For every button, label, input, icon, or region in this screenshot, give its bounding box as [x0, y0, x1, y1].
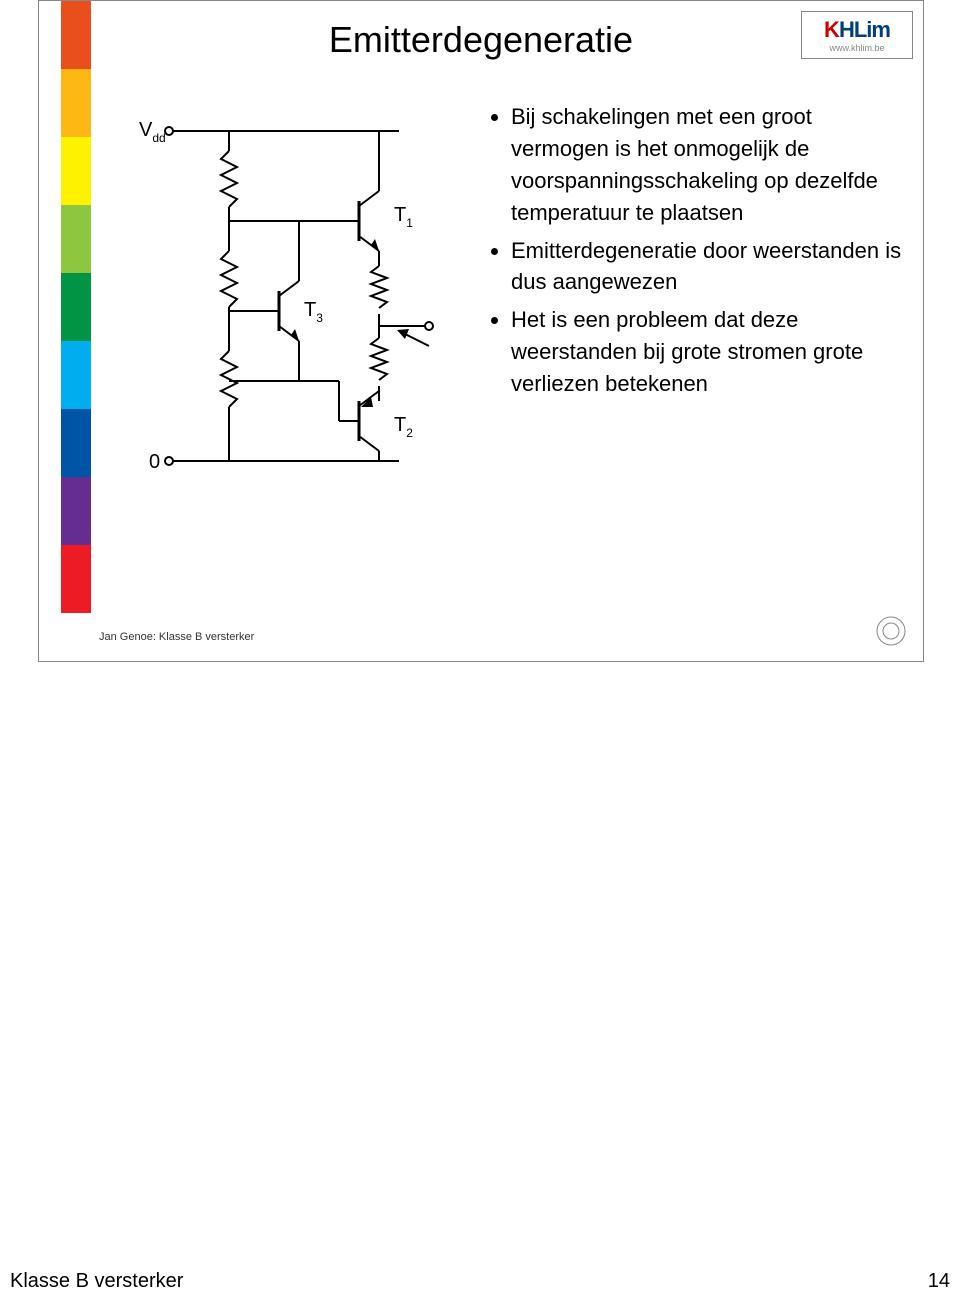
bullet-item: Het is een probleem dat deze weerstanden…	[511, 304, 909, 400]
logo: KHLim www.khlim.be	[801, 11, 913, 59]
page: Emitterdegeneratie KHLim www.khlim.be	[0, 0, 960, 1305]
rainbow-stripe	[61, 69, 91, 137]
slide-footer: Jan Genoe: Klasse B versterker	[99, 631, 254, 643]
association-logo-icon	[871, 611, 911, 651]
page-footer-left: Klasse B versterker	[10, 1270, 183, 1293]
rainbow-stripe	[61, 273, 91, 341]
svg-text:T3: T3	[304, 299, 323, 325]
rainbow-stripe	[61, 205, 91, 273]
rainbow-stripe	[61, 409, 91, 477]
svg-text:T2: T2	[394, 414, 413, 440]
bullet-item: Emitterdegeneratie door weerstanden is d…	[511, 235, 909, 299]
rainbow-stripe	[61, 545, 91, 613]
rainbow-stripe	[61, 341, 91, 409]
rainbow-stripe	[61, 137, 91, 205]
slide-title: Emitterdegeneratie	[39, 19, 923, 61]
svg-text:T1: T1	[394, 204, 413, 230]
logo-text: KHLim	[824, 17, 890, 43]
circuit-diagram: Vdd 0 T1 T2 T3	[119, 101, 459, 521]
svg-text:Vdd: Vdd	[139, 119, 166, 145]
logo-url: www.khlim.be	[829, 43, 884, 53]
rainbow-stripe	[61, 477, 91, 545]
bullet-list: Bij schakelingen met een groot vermogen …	[489, 101, 909, 406]
svg-text:0: 0	[149, 451, 160, 473]
bullet-item: Bij schakelingen met een groot vermogen …	[511, 101, 909, 229]
slide-frame: Emitterdegeneratie KHLim www.khlim.be	[38, 0, 924, 662]
page-footer-right: 14	[928, 1270, 950, 1293]
rainbow-bar	[61, 1, 91, 613]
